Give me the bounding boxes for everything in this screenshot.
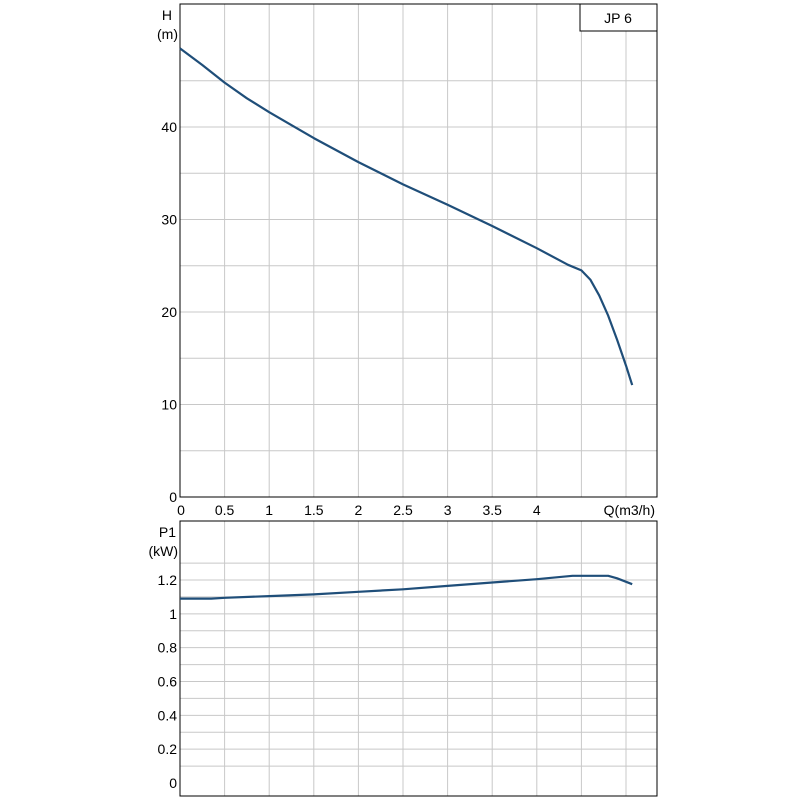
head-curve-line bbox=[179, 47, 634, 386]
legend-frame bbox=[579, 3, 658, 32]
power-tick-label: 0 bbox=[169, 775, 177, 791]
head-tick-label: 40 bbox=[161, 119, 177, 135]
flow-tick-label: 3 bbox=[444, 502, 452, 518]
flow-tick-label: 1.5 bbox=[304, 502, 324, 518]
flow-axis-title: Q(m3/h) bbox=[604, 502, 655, 518]
power-tick-label: 0.2 bbox=[158, 741, 178, 757]
flow-tick-label: 3.5 bbox=[482, 502, 502, 518]
head-axis-title-line1: H bbox=[162, 7, 172, 23]
head-chart-grid bbox=[180, 4, 657, 497]
power-tick-label: 1 bbox=[169, 606, 177, 622]
power-chart-frame bbox=[179, 520, 658, 797]
flow-tick-label: 1 bbox=[265, 502, 273, 518]
power-tick-label: 1.2 bbox=[158, 572, 178, 588]
flow-tick-label: 2 bbox=[355, 502, 363, 518]
head-tick-label: 20 bbox=[161, 304, 177, 320]
head-tick-label: 10 bbox=[161, 397, 177, 413]
power-chart: 0 0.2 0.4 0.6 0.8 1 1.2 P1 (kW) bbox=[148, 520, 658, 797]
power-chart-tick-labels: 0 0.2 0.4 0.6 0.8 1 1.2 bbox=[158, 572, 178, 791]
power-axis-title-line1: P1 bbox=[159, 524, 176, 540]
head-chart-frame bbox=[179, 3, 658, 498]
power-axis-title-line2: (kW) bbox=[148, 543, 178, 559]
flow-tick-label: 0.5 bbox=[215, 502, 235, 518]
head-tick-label: 30 bbox=[161, 212, 177, 228]
legend-box: JP 6 bbox=[579, 3, 658, 32]
head-tick-label: 0 bbox=[169, 489, 177, 505]
legend-label: JP 6 bbox=[604, 10, 632, 26]
head-series bbox=[179, 47, 634, 386]
flow-tick-label: 0 bbox=[177, 502, 185, 518]
power-tick-label: 0.8 bbox=[158, 640, 178, 656]
flow-tick-label: 2.5 bbox=[393, 502, 413, 518]
power-curve-line bbox=[180, 574, 633, 600]
power-tick-label: 0.6 bbox=[158, 674, 178, 690]
power-tick-label: 0.4 bbox=[158, 707, 178, 723]
flow-tick-label: 4 bbox=[533, 502, 541, 518]
power-chart-grid bbox=[180, 521, 657, 796]
power-series bbox=[180, 574, 633, 600]
head-axis-title-line2: (m) bbox=[157, 26, 178, 42]
